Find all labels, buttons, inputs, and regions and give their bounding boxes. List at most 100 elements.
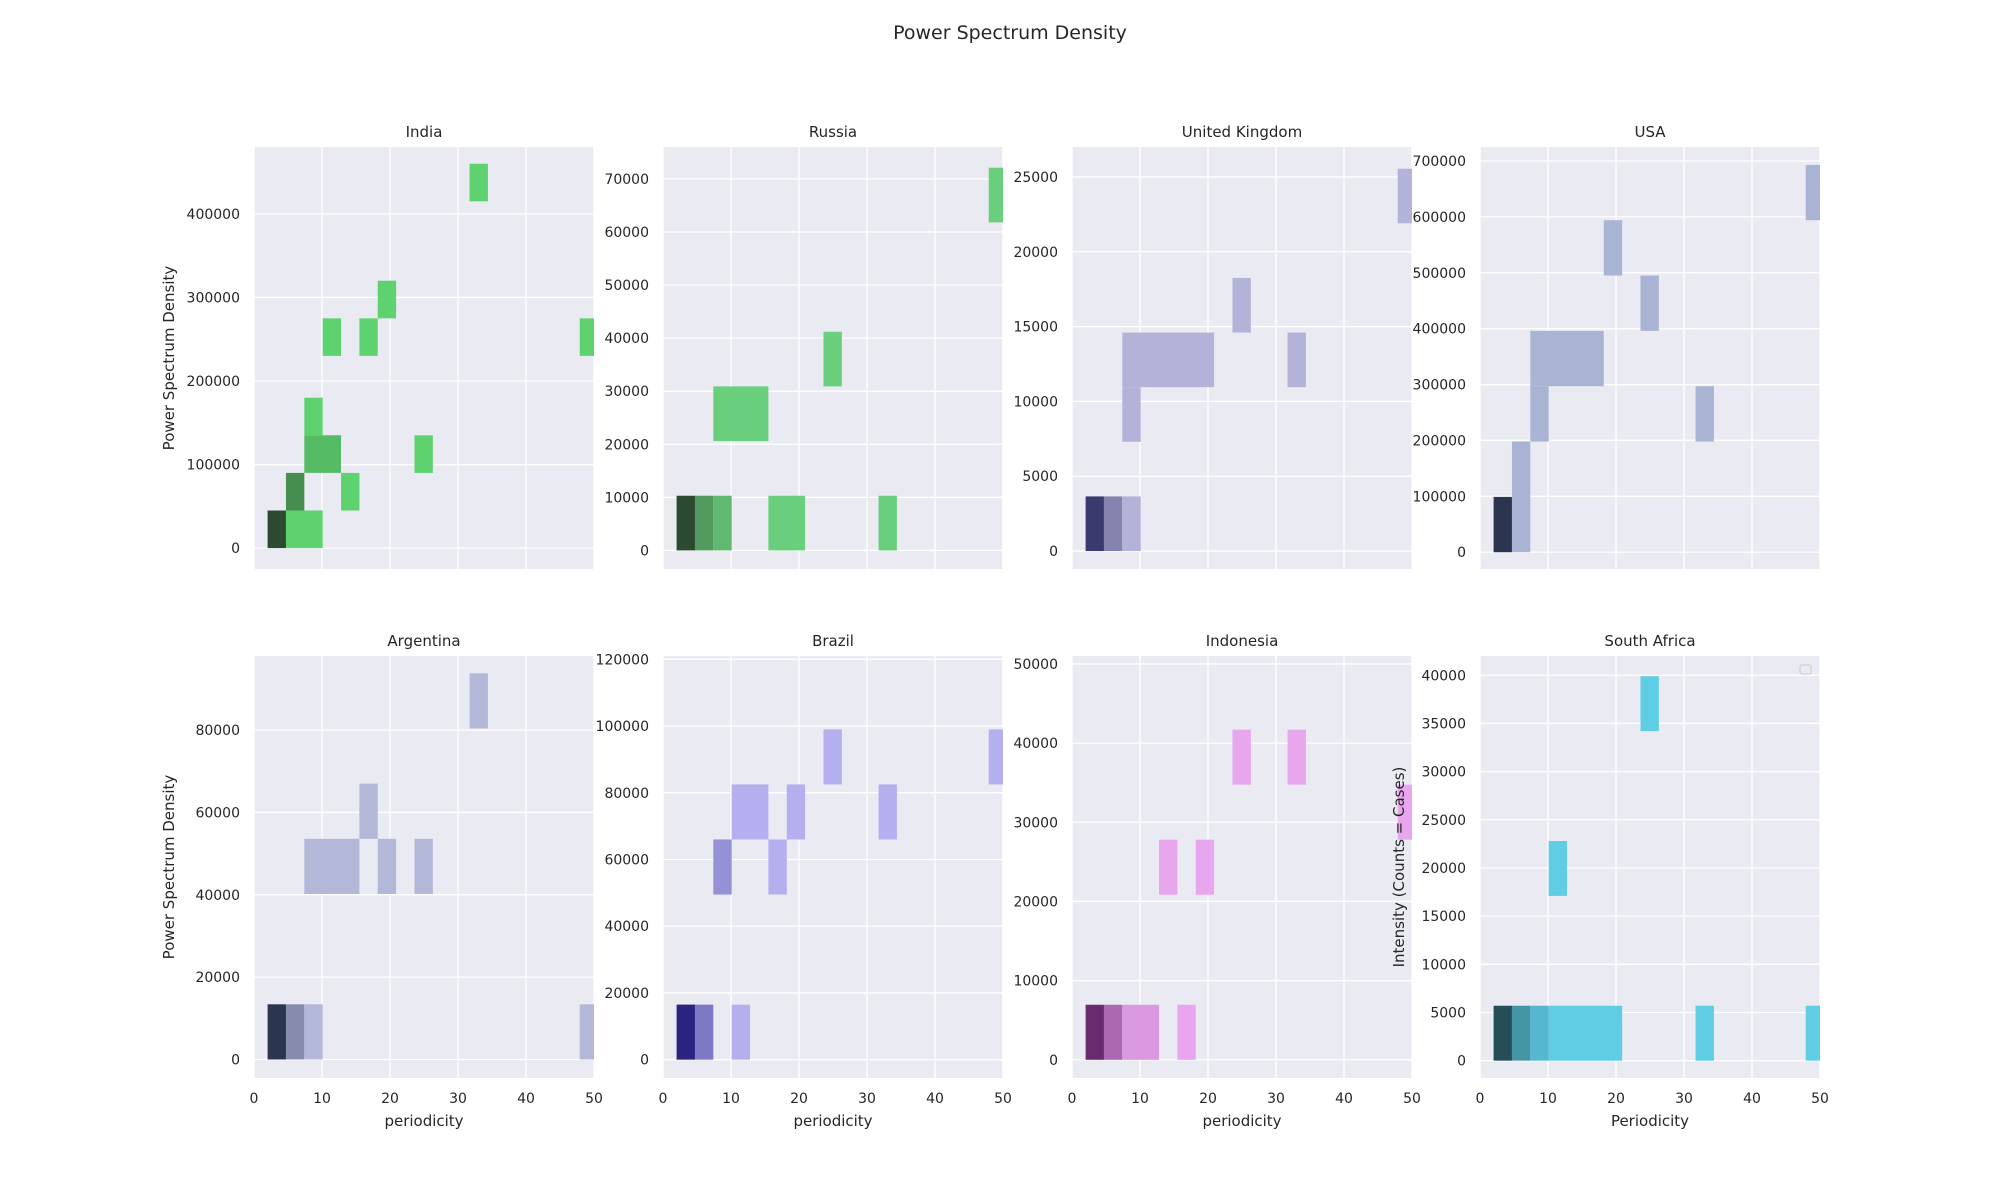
heatmap-cell xyxy=(304,838,360,894)
panel-title: Indonesia xyxy=(1206,632,1279,650)
y-tick-label: 40000 xyxy=(604,919,649,935)
heatmap-cell xyxy=(1695,1005,1714,1061)
y-tick-label: 20000 xyxy=(1013,245,1058,261)
heatmap-cell xyxy=(1122,1004,1160,1060)
y-tick-label: 50000 xyxy=(1013,657,1058,673)
y-tick-label: 15000 xyxy=(1013,320,1058,336)
x-tick-label: 30 xyxy=(1267,1091,1285,1107)
heatmap-cell xyxy=(1122,496,1141,552)
heatmap-cell xyxy=(1122,332,1215,388)
cells xyxy=(1493,164,1820,553)
heatmap-cell xyxy=(285,510,323,549)
y-tick-label: 100000 xyxy=(1413,489,1466,505)
heatmap-cell xyxy=(786,784,806,840)
panel-russia: Russia 0 10000 20000 30000 40000 50000 60000 700… xyxy=(604,123,1004,569)
x-tick-label: 20 xyxy=(1199,1091,1217,1107)
panel-title: Russia xyxy=(809,123,857,141)
heatmap-cell xyxy=(414,435,433,473)
heatmap-cell xyxy=(713,839,732,895)
panel-title: Argentina xyxy=(387,632,460,650)
heatmap-cell xyxy=(676,495,695,551)
heatmap-cell xyxy=(579,1004,594,1060)
heatmap-cell xyxy=(322,318,342,356)
y-tick-label: 300000 xyxy=(1413,378,1466,394)
x-tick-label: 30 xyxy=(449,1091,467,1107)
x-tick-label: 30 xyxy=(1675,1091,1693,1107)
heatmap-cell xyxy=(1122,387,1141,442)
heatmap-cell xyxy=(267,510,286,549)
heatmap-cell xyxy=(1159,839,1178,895)
y-tick-label: 10000 xyxy=(1013,394,1058,410)
y-tick-label: 25000 xyxy=(1013,170,1058,186)
y-tick-label: 0 xyxy=(231,541,240,557)
heatmap-cell xyxy=(1640,676,1659,732)
y-tick-label: 25000 xyxy=(1421,813,1466,829)
heatmap-cell xyxy=(713,386,769,442)
heatmap-cell xyxy=(731,1004,751,1060)
heatmap-cell xyxy=(414,838,433,894)
panel-title: India xyxy=(406,123,443,141)
heatmap-cell xyxy=(377,280,397,319)
x-tick-label: 10 xyxy=(1131,1091,1149,1107)
x-tick-label: 20 xyxy=(790,1091,808,1107)
x-tick-label: 50 xyxy=(585,1091,603,1107)
y-tick-label: 35000 xyxy=(1421,716,1466,732)
cells xyxy=(267,673,594,1060)
panel-argentina: Argentina 0 20000 40000 60000 80000 0 10 20 30 40 5… xyxy=(160,632,603,1130)
y-tick-label: 20000 xyxy=(1421,861,1466,877)
y-tick-label: 10000 xyxy=(1013,974,1058,990)
heatmap-cell xyxy=(341,472,360,511)
x-axis-label: periodicity xyxy=(384,1112,463,1130)
heatmap-cell xyxy=(1232,277,1251,333)
y-axis-label: Intensity (Counts = Cases) xyxy=(1390,767,1408,968)
heatmap-cell xyxy=(1548,1005,1623,1061)
heatmap-cell xyxy=(878,784,897,840)
cells xyxy=(676,729,1003,1060)
x-tick-label: 0 xyxy=(659,1091,668,1107)
x-tick-label: 50 xyxy=(994,1091,1012,1107)
y-tick-label: 70000 xyxy=(604,172,649,188)
x-tick-label: 20 xyxy=(381,1091,399,1107)
heatmap-cell xyxy=(1232,729,1251,785)
heatmap-cell xyxy=(469,673,488,729)
y-tick-label: 20000 xyxy=(604,986,649,1002)
panel-united-kingdom: United Kingdom 0 5000 10000 15000 20000 25000 xyxy=(1013,123,1413,569)
y-tick-label: 0 xyxy=(1049,544,1058,560)
x-tick-label: 40 xyxy=(517,1091,535,1107)
heatmap-cell xyxy=(1287,332,1306,388)
heatmap-cell xyxy=(304,435,342,473)
heatmap-cell xyxy=(377,838,397,894)
heatmap-cell xyxy=(304,397,323,436)
y-tick-label: 0 xyxy=(1049,1053,1058,1069)
heatmap-cell xyxy=(359,783,378,839)
heatmap-cell xyxy=(1493,496,1512,553)
y-tick-label: 10000 xyxy=(1421,957,1466,973)
y-axis-label: Power Spectrum Density xyxy=(160,775,178,960)
heatmap-cell xyxy=(1530,1005,1549,1061)
heatmap-cell xyxy=(731,784,769,840)
y-tick-label: 10000 xyxy=(604,490,649,506)
y-tick-label: 0 xyxy=(640,543,649,559)
x-tick-label: 50 xyxy=(1403,1091,1421,1107)
y-tick-label: 200000 xyxy=(1413,433,1466,449)
y-tick-label: 0 xyxy=(1457,545,1466,561)
y-tick-label: 50000 xyxy=(604,278,649,294)
x-tick-label: 0 xyxy=(1476,1091,1485,1107)
heatmap-cell xyxy=(1177,1004,1196,1060)
y-tick-label: 20000 xyxy=(1013,894,1058,910)
y-tick-label: 40000 xyxy=(1013,736,1058,752)
y-tick-label: 5000 xyxy=(1430,1005,1466,1021)
cells xyxy=(676,167,1003,551)
panel-title: Brazil xyxy=(812,632,854,650)
y-tick-label: 0 xyxy=(640,1053,649,1069)
cells xyxy=(1085,729,1412,1060)
heatmap-cell xyxy=(1397,168,1412,224)
heatmap-cell xyxy=(267,1004,286,1060)
heatmap-cell xyxy=(768,839,787,895)
y-tick-label: 30000 xyxy=(604,384,649,400)
heatmap-cell xyxy=(694,495,714,551)
x-tick-label: 0 xyxy=(250,1091,259,1107)
y-tick-label: 60000 xyxy=(195,805,240,821)
x-tick-label: 10 xyxy=(313,1091,331,1107)
